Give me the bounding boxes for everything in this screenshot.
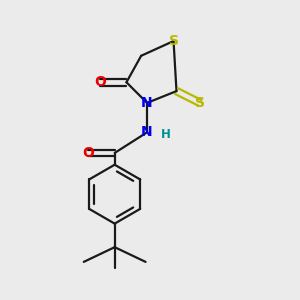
Text: O: O: [94, 75, 106, 89]
Text: N: N: [141, 96, 153, 110]
Text: S: S: [195, 96, 205, 110]
Text: O: O: [82, 146, 94, 160]
Text: N: N: [141, 125, 153, 139]
Text: H: H: [161, 128, 171, 141]
Text: S: S: [169, 34, 178, 48]
